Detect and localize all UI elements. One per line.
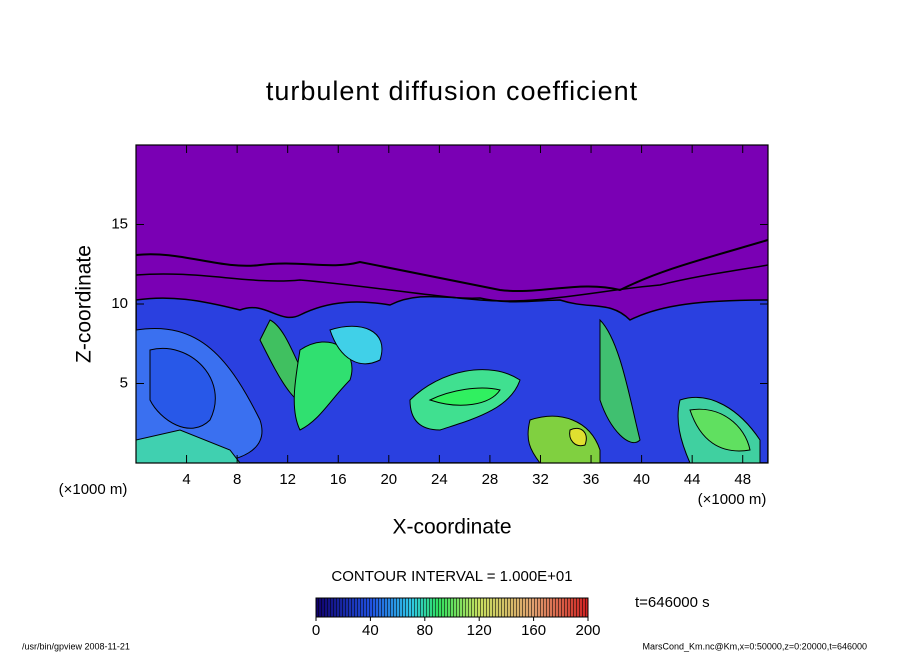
- y-axis-label: Z-coordinate: [73, 245, 96, 363]
- x-tick-label: 4: [182, 471, 190, 488]
- colorbar-tick-label: 40: [362, 622, 379, 639]
- footer-right: MarsCond_Km.nc@Km,x=0:50000,z=0:20000,t=…: [642, 641, 867, 651]
- contour-interval-label: CONTOUR INTERVAL = 1.000E+01: [331, 568, 572, 585]
- x-tick-label: 8: [233, 471, 241, 488]
- y-tick-label: 15: [111, 215, 128, 232]
- colorbar-tick-label: 160: [521, 622, 546, 639]
- x-tick-label: 40: [633, 471, 650, 488]
- x-tick-label: 28: [482, 471, 499, 488]
- x-unit-label: (×1000 m): [698, 491, 767, 508]
- time-label: t=646000 s: [635, 594, 710, 611]
- x-tick-label: 32: [532, 471, 549, 488]
- contour-field: [136, 145, 768, 463]
- chart-title: turbulent diffusion coefficient: [266, 76, 638, 106]
- colorbar-tick-label: 120: [467, 622, 492, 639]
- footer-left: /usr/bin/gpview 2008-11-21: [22, 641, 130, 651]
- colorbar-tick-label: 0: [312, 622, 320, 639]
- x-tick-label: 48: [734, 471, 751, 488]
- y-tick-label: 10: [111, 295, 128, 312]
- x-tick-label: 36: [583, 471, 600, 488]
- x-tick-label: 20: [380, 471, 397, 488]
- x-tick-label: 16: [330, 471, 347, 488]
- x-tick-label: 12: [279, 471, 296, 488]
- colorbar-tick-label: 80: [416, 622, 433, 639]
- x-axis-label: X-coordinate: [392, 516, 511, 539]
- colorbar-tick-label: 200: [575, 622, 600, 639]
- x-unit-label: (×1000 m): [59, 481, 128, 498]
- y-tick-label: 5: [120, 374, 128, 391]
- colorbar-frame: [315, 597, 589, 618]
- x-tick-label: 24: [431, 471, 448, 488]
- x-tick-label: 44: [684, 471, 701, 488]
